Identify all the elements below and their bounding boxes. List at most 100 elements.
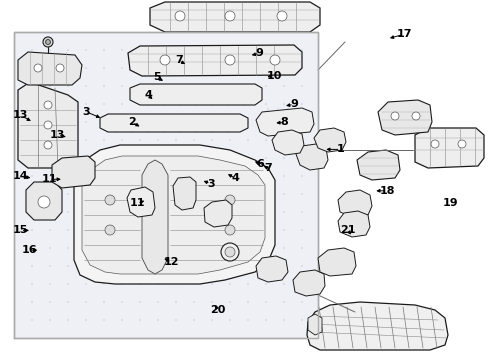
Circle shape (301, 265, 303, 267)
Circle shape (49, 211, 51, 213)
Circle shape (247, 247, 249, 249)
Circle shape (67, 229, 69, 231)
Circle shape (139, 175, 141, 177)
Circle shape (225, 11, 235, 21)
Circle shape (85, 103, 87, 105)
Polygon shape (18, 52, 82, 85)
Circle shape (121, 283, 123, 285)
Circle shape (301, 67, 303, 69)
Circle shape (85, 175, 87, 177)
Circle shape (175, 301, 177, 303)
Circle shape (157, 49, 159, 51)
Text: 13: 13 (13, 110, 28, 120)
Circle shape (229, 283, 231, 285)
Polygon shape (74, 145, 275, 284)
Circle shape (103, 139, 105, 141)
Text: 21: 21 (340, 225, 356, 235)
Circle shape (247, 211, 249, 213)
Circle shape (283, 121, 285, 123)
Circle shape (31, 301, 33, 303)
Circle shape (31, 283, 33, 285)
Circle shape (31, 67, 33, 69)
Text: 11: 11 (129, 198, 145, 208)
Circle shape (175, 283, 177, 285)
Circle shape (211, 85, 213, 87)
Circle shape (247, 319, 249, 321)
Circle shape (49, 247, 51, 249)
Circle shape (67, 211, 69, 213)
Circle shape (229, 139, 231, 141)
Circle shape (157, 319, 159, 321)
Circle shape (247, 49, 249, 51)
Circle shape (265, 301, 267, 303)
Circle shape (103, 265, 105, 267)
Bar (14, 32, 318, 338)
Circle shape (283, 229, 285, 231)
Circle shape (175, 193, 177, 195)
Circle shape (31, 49, 33, 51)
Circle shape (85, 211, 87, 213)
Text: 12: 12 (164, 257, 179, 267)
Circle shape (283, 283, 285, 285)
Circle shape (175, 265, 177, 267)
Circle shape (193, 85, 195, 87)
Circle shape (265, 67, 267, 69)
Circle shape (31, 247, 33, 249)
Circle shape (229, 229, 231, 231)
Circle shape (56, 64, 64, 72)
Circle shape (49, 193, 51, 195)
Circle shape (229, 301, 231, 303)
Circle shape (265, 49, 267, 51)
Circle shape (175, 49, 177, 51)
Circle shape (229, 211, 231, 213)
Circle shape (139, 139, 141, 141)
Circle shape (85, 229, 87, 231)
Polygon shape (204, 200, 232, 227)
Polygon shape (318, 248, 356, 276)
Circle shape (139, 121, 141, 123)
Circle shape (121, 139, 123, 141)
Polygon shape (26, 182, 62, 220)
Text: 11: 11 (41, 174, 57, 184)
Circle shape (301, 283, 303, 285)
Circle shape (67, 283, 69, 285)
Circle shape (283, 247, 285, 249)
Circle shape (121, 265, 123, 267)
Circle shape (46, 40, 50, 45)
Circle shape (157, 229, 159, 231)
Circle shape (229, 193, 231, 195)
Circle shape (175, 247, 177, 249)
Circle shape (265, 139, 267, 141)
Circle shape (121, 121, 123, 123)
Circle shape (67, 157, 69, 159)
Circle shape (49, 49, 51, 51)
Circle shape (265, 211, 267, 213)
Circle shape (221, 243, 239, 261)
Circle shape (265, 157, 267, 159)
Circle shape (139, 247, 141, 249)
Circle shape (139, 301, 141, 303)
Circle shape (175, 103, 177, 105)
Text: 4: 4 (144, 90, 152, 100)
Circle shape (283, 193, 285, 195)
Circle shape (211, 211, 213, 213)
Circle shape (67, 85, 69, 87)
Circle shape (103, 229, 105, 231)
Circle shape (175, 121, 177, 123)
Circle shape (225, 225, 235, 235)
Circle shape (193, 103, 195, 105)
Text: 7: 7 (175, 55, 183, 66)
Circle shape (247, 175, 249, 177)
Polygon shape (127, 187, 155, 217)
Circle shape (157, 283, 159, 285)
Circle shape (211, 139, 213, 141)
Circle shape (270, 55, 280, 65)
Circle shape (247, 139, 249, 141)
Polygon shape (18, 82, 78, 168)
Circle shape (265, 319, 267, 321)
Circle shape (49, 157, 51, 159)
Circle shape (175, 175, 177, 177)
Circle shape (265, 247, 267, 249)
Circle shape (139, 193, 141, 195)
Circle shape (193, 121, 195, 123)
